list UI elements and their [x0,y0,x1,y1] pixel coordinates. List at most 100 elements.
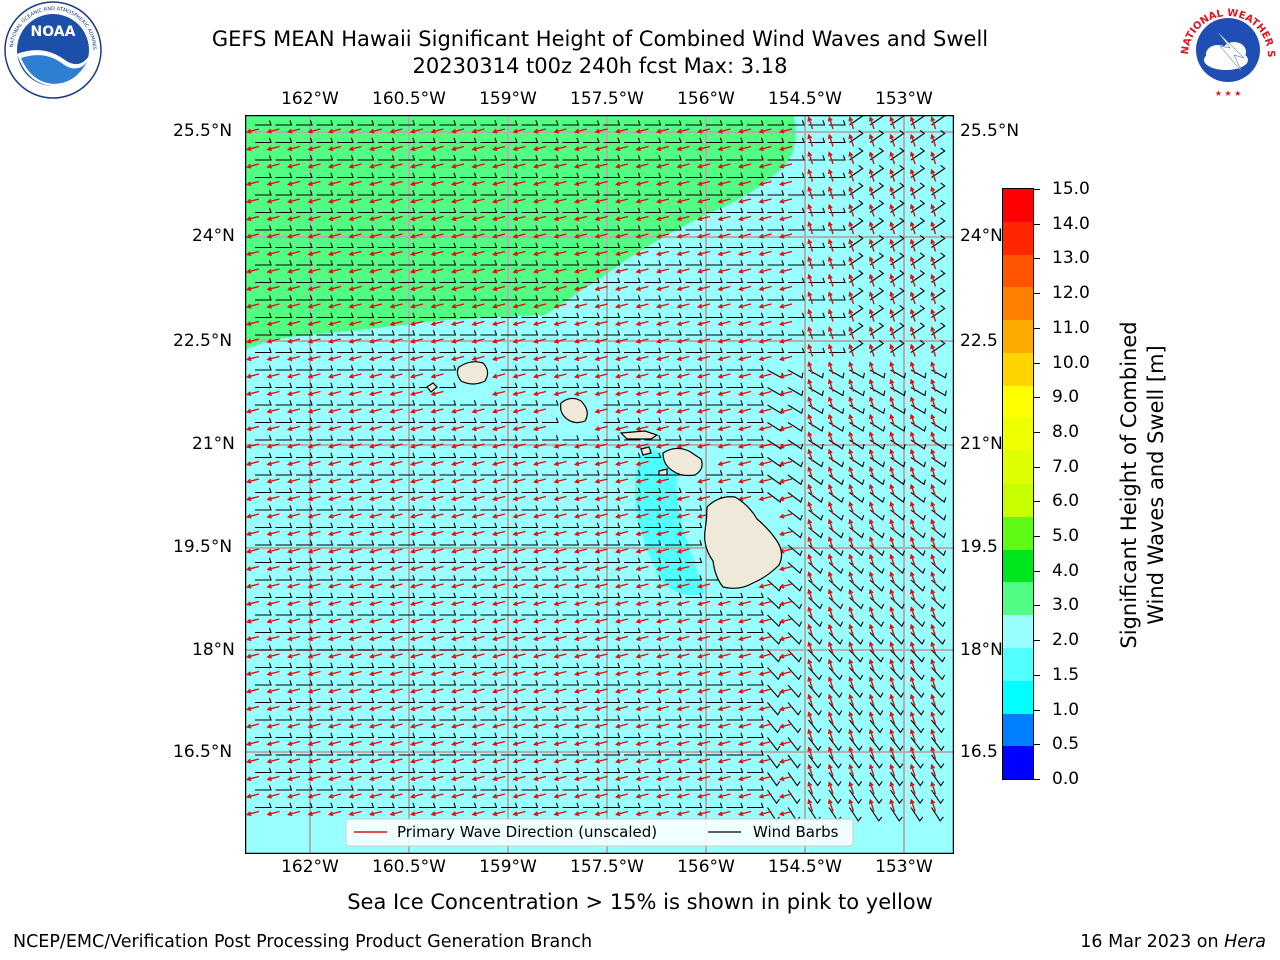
wind-barb [624,627,641,634]
wave-direction-arrow [532,163,547,169]
wind-barb [460,207,477,214]
wind-barb [828,737,842,752]
wave-direction-arrow [737,723,752,729]
wave-direction-arrow [635,145,649,152]
wind-barb [542,277,559,284]
wave-direction-arrow [827,798,834,812]
wind-barb [603,330,621,336]
wind-barb [562,785,580,791]
wave-direction-arrow [430,583,444,589]
wave-direction-arrow [758,390,772,397]
wind-barb [521,767,539,774]
wind-barb [296,540,313,546]
wave-direction-arrow [430,198,444,204]
wave-direction-arrow [266,565,280,572]
wind-barb [624,312,641,319]
wind-barb [869,165,885,178]
wave-direction-arrow [635,215,649,222]
wave-direction-arrow [307,775,321,782]
wave-direction-arrow [778,723,793,729]
wind-barb [480,190,498,196]
wind-barb [665,137,682,144]
wave-direction-arrow [594,163,608,169]
wind-barb [562,452,580,459]
wave-direction-arrow [532,653,547,659]
wave-direction-arrow [553,355,567,362]
wind-barb [808,737,822,752]
wave-direction-arrow [327,548,342,554]
wave-direction-arrow [737,460,752,467]
wind-barb [685,417,703,424]
wind-barb [624,120,641,126]
wave-direction-arrow [430,810,444,817]
wave-direction-arrow [827,378,834,392]
lon-label-top: 156°W [677,89,735,109]
wind-barb [480,400,498,406]
wind-barb [644,365,662,371]
wind-barb [255,662,272,669]
wave-direction-arrow [491,390,506,397]
wind-barb [398,470,416,476]
wave-direction-arrow [286,495,301,502]
wave-direction-arrow [614,303,629,309]
wind-barb [685,137,703,144]
wave-direction-arrow [348,163,362,169]
wind-barb [460,645,477,651]
wind-barb [726,592,744,599]
wave-direction-arrow [614,513,629,519]
wave-direction-arrow [909,431,916,445]
wind-barb [316,225,334,231]
wind-barb [316,505,334,511]
wave-direction-arrow [512,513,526,519]
wave-direction-arrow [848,396,855,410]
wind-barb [357,452,375,459]
wave-direction-arrow [807,676,814,690]
wind-barb [787,457,804,468]
colorbar [1002,188,1034,780]
wave-direction-arrow [573,600,588,607]
wind-barb [501,417,518,424]
wave-direction-arrow [737,688,752,694]
wind-barb [439,750,457,756]
wind-barb [706,225,723,231]
wind-barb [583,592,600,599]
wind-barb [644,312,662,319]
wind-barb [644,767,662,774]
wind-barb [378,627,395,634]
wave-direction-arrow [717,723,731,729]
wind-barb [296,767,313,774]
wind-barb [583,382,600,389]
wind-barb [624,680,641,686]
wind-barb [644,610,662,616]
lat-label-right: 16.5 [960,742,998,762]
wave-direction-arrow [553,128,567,134]
wave-direction-arrow [573,285,588,292]
wind-barb [378,435,395,441]
wave-direction-arrow [368,425,383,432]
wind-barb [419,715,436,721]
wave-direction-arrow [409,180,424,187]
wave-direction-arrow [848,238,855,252]
wave-direction-arrow [491,478,506,484]
colorbar-segment [1003,647,1033,681]
wave-direction-arrow [573,233,588,239]
wind-barb [255,137,272,144]
wind-barb [890,404,906,415]
wind-barb [255,680,272,686]
wave-direction-arrow [614,775,629,782]
wave-direction-arrow [409,600,424,607]
wind-barb [398,452,416,459]
wave-direction-arrow [758,618,772,624]
wind-barb [685,172,703,179]
wave-direction-arrow [573,775,588,782]
wave-direction-arrow [676,250,690,257]
wave-direction-arrow [368,810,383,817]
wave-direction-arrow [409,233,424,239]
wind-barb [910,270,926,283]
wind-barb [521,155,539,161]
wind-barb [501,715,518,721]
wave-direction-arrow [245,793,260,799]
wave-direction-arrow [655,163,670,169]
wind-barb [644,330,662,336]
wind-barb [603,417,621,424]
